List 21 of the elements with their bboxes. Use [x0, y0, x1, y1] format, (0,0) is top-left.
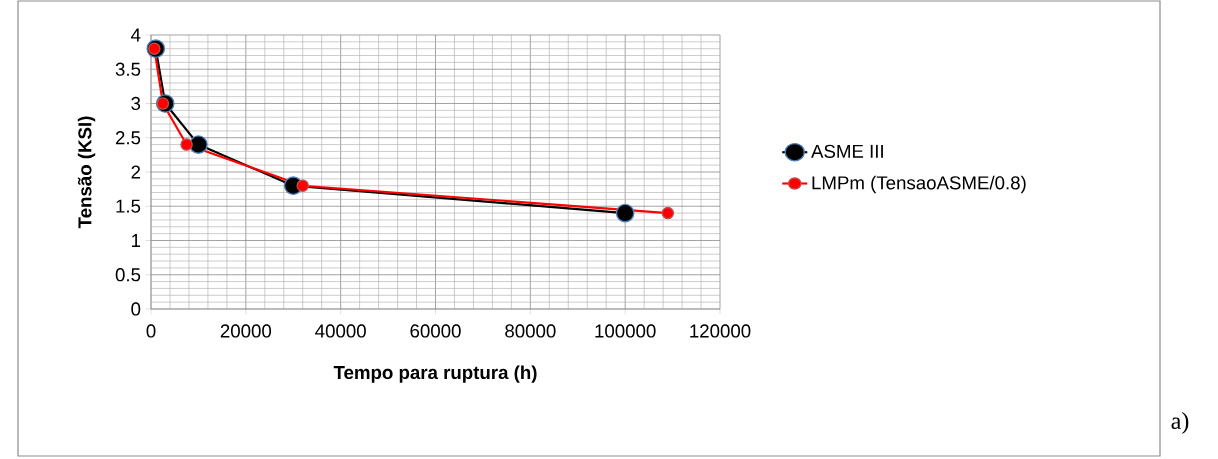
x-tick-label: 80000	[505, 324, 556, 338]
x-tick-label: 120000	[690, 324, 751, 338]
y-tick-label: 0	[131, 302, 141, 316]
x-axis-title: Tempo para ruptura (h)	[333, 365, 537, 383]
y-axis-title: Tensão (KSI)	[77, 116, 96, 229]
legend-label: LMPm (TensaoASME/0.8)	[812, 175, 1026, 194]
y-tick-label: 2.5	[115, 131, 141, 145]
y-tick-label: 2	[131, 165, 141, 179]
y-tick-label: 1	[132, 234, 141, 247]
x-tick-label: 100000	[595, 324, 656, 338]
x-tick-label: 0	[146, 324, 156, 338]
x-tick-label: 40000	[315, 324, 366, 338]
x-tick-label: 60000	[410, 324, 461, 338]
y-tick-label: 1.5	[116, 199, 141, 213]
y-tick-label: 3	[131, 96, 141, 111]
y-tick-label: 4	[131, 28, 141, 42]
y-tick-label: 0.5	[115, 268, 141, 282]
y-tick-label: 3.5	[115, 62, 141, 76]
x-tick-label: 20000	[220, 324, 272, 338]
text: a)	[1171, 412, 1189, 434]
legend-label: ASME III	[811, 144, 883, 158]
